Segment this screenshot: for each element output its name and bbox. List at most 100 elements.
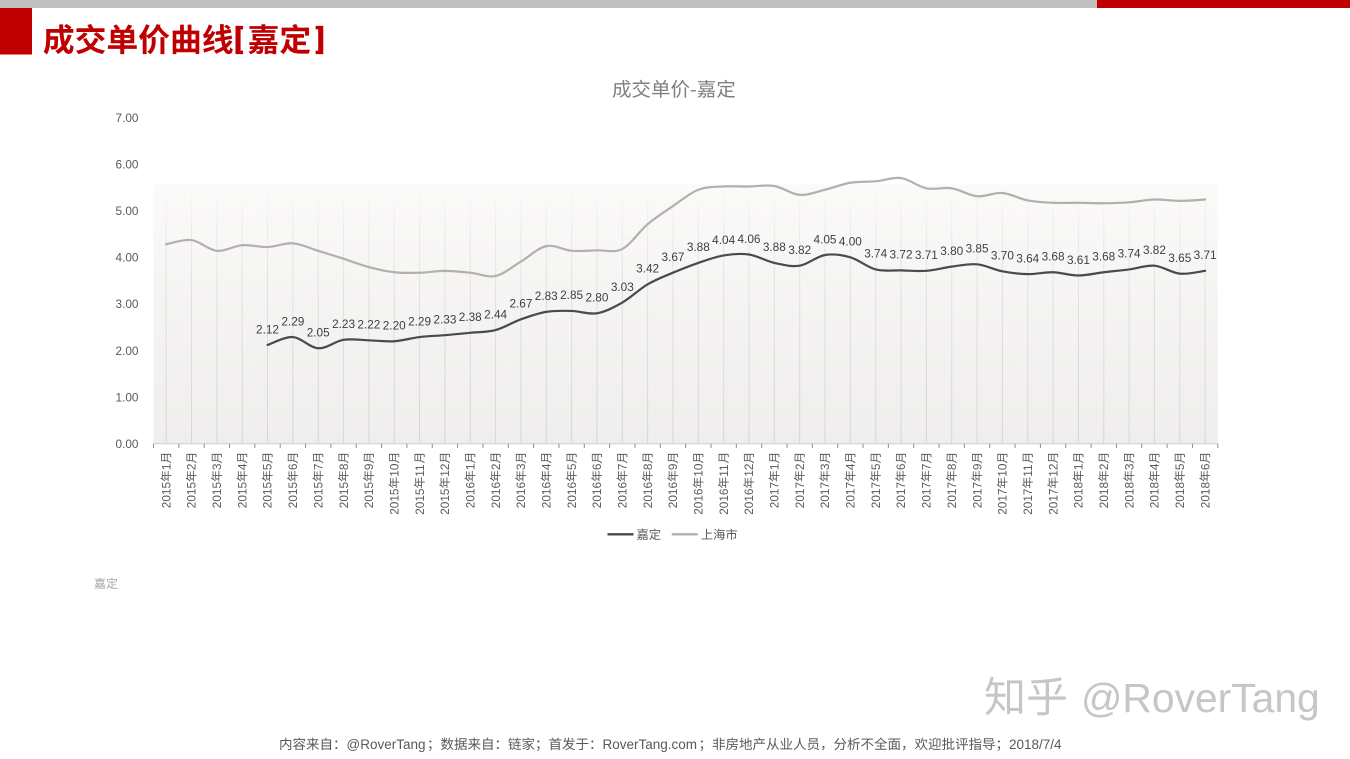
svg-text:2016: 2016 <box>717 488 731 515</box>
svg-text:12: 12 <box>1046 464 1060 477</box>
svg-text:2018: 2018 <box>1148 482 1162 509</box>
svg-text:2018: 2018 <box>1072 482 1086 509</box>
svg-text:2017: 2017 <box>1021 489 1035 515</box>
svg-text:2018: 2018 <box>1198 482 1212 509</box>
svg-text:2017: 2017 <box>970 482 984 508</box>
svg-text:3: 3 <box>514 463 528 470</box>
svg-text:@RoverTang: @RoverTang <box>1081 675 1320 721</box>
svg-text:2017: 2017 <box>996 489 1010 515</box>
svg-text:3.72: 3.72 <box>890 248 913 262</box>
svg-text:2.33: 2.33 <box>433 312 456 326</box>
svg-text:11: 11 <box>413 464 427 476</box>
svg-text:2015: 2015 <box>387 488 401 515</box>
svg-text:9: 9 <box>666 464 680 471</box>
svg-text:2.29: 2.29 <box>408 314 431 328</box>
svg-text:2015: 2015 <box>438 488 452 515</box>
svg-text:2017: 2017 <box>768 482 782 508</box>
svg-text:2: 2 <box>489 464 503 471</box>
svg-text:3.65: 3.65 <box>1168 251 1191 265</box>
svg-text:3.82: 3.82 <box>1143 243 1166 257</box>
svg-text:2015: 2015 <box>286 482 300 509</box>
svg-text:2015: 2015 <box>210 482 224 509</box>
svg-text:2016: 2016 <box>616 482 630 509</box>
svg-text:6: 6 <box>1198 463 1212 470</box>
svg-text:4.00: 4.00 <box>839 235 862 249</box>
svg-text:2: 2 <box>1097 464 1111 471</box>
svg-text:7: 7 <box>616 464 630 471</box>
svg-text:2015: 2015 <box>337 482 351 509</box>
svg-text:5.00: 5.00 <box>116 204 139 218</box>
svg-text:2018: 2018 <box>1097 482 1111 509</box>
svg-text:3.67: 3.67 <box>661 250 684 264</box>
svg-text:7: 7 <box>311 464 325 471</box>
svg-text:12: 12 <box>438 464 452 477</box>
svg-text:4: 4 <box>844 463 858 470</box>
svg-text:2.20: 2.20 <box>383 319 406 333</box>
svg-text:@RoverTang: @RoverTang <box>347 737 426 752</box>
svg-text:4.04: 4.04 <box>712 233 735 247</box>
svg-text:2.44: 2.44 <box>484 307 507 321</box>
svg-text:2016: 2016 <box>514 482 528 509</box>
svg-text:2018: 2018 <box>1173 482 1187 509</box>
svg-text:2017: 2017 <box>920 482 934 508</box>
svg-text:2.05: 2.05 <box>307 326 330 340</box>
svg-text:10: 10 <box>996 463 1010 477</box>
svg-text:3: 3 <box>210 463 224 470</box>
svg-text:10: 10 <box>387 463 401 477</box>
svg-text:2018: 2018 <box>1122 482 1136 509</box>
svg-text:2017: 2017 <box>844 482 858 508</box>
svg-text:8: 8 <box>641 463 655 470</box>
svg-text:2016: 2016 <box>641 482 655 509</box>
svg-text:2.22: 2.22 <box>357 318 380 332</box>
svg-text:2015: 2015 <box>235 482 249 509</box>
svg-text:2015: 2015 <box>362 482 376 509</box>
svg-text:1: 1 <box>1072 464 1086 471</box>
svg-text:4.00: 4.00 <box>116 251 139 265</box>
svg-text:5: 5 <box>869 463 883 470</box>
svg-text:3.85: 3.85 <box>966 242 989 256</box>
svg-text:RoverTang.com: RoverTang.com <box>602 737 697 752</box>
svg-text:2.67: 2.67 <box>509 297 532 311</box>
svg-text:3.74: 3.74 <box>864 247 887 261</box>
svg-text:1: 1 <box>159 464 173 471</box>
svg-text:1.00: 1.00 <box>116 390 139 404</box>
svg-text:4: 4 <box>235 463 249 470</box>
svg-text:5: 5 <box>1173 463 1187 470</box>
svg-text:2016: 2016 <box>742 488 756 515</box>
svg-text:2016: 2016 <box>692 488 706 515</box>
svg-text:2016: 2016 <box>539 482 553 509</box>
svg-text:2015: 2015 <box>311 482 325 509</box>
svg-text:2015: 2015 <box>159 482 173 509</box>
svg-text:2.80: 2.80 <box>585 291 608 305</box>
svg-text:2017: 2017 <box>894 482 908 508</box>
svg-text:0.00: 0.00 <box>116 437 139 451</box>
svg-text:2017: 2017 <box>945 482 959 508</box>
svg-text:2: 2 <box>185 464 199 471</box>
svg-text:2016: 2016 <box>666 482 680 509</box>
svg-text:3: 3 <box>818 463 832 470</box>
svg-text:12: 12 <box>742 464 756 477</box>
svg-text:2.12: 2.12 <box>256 322 279 336</box>
svg-text:2015: 2015 <box>185 482 199 509</box>
svg-text:8: 8 <box>337 463 351 470</box>
svg-text:11: 11 <box>717 464 731 476</box>
svg-text:3.80: 3.80 <box>940 244 963 258</box>
svg-text:5: 5 <box>565 463 579 470</box>
svg-text:2.85: 2.85 <box>560 288 583 302</box>
svg-text:4: 4 <box>1148 463 1162 470</box>
svg-text:3.68: 3.68 <box>1092 250 1115 264</box>
svg-text:2016: 2016 <box>463 482 477 509</box>
svg-text:2016: 2016 <box>489 482 503 509</box>
svg-text:3.70: 3.70 <box>991 249 1014 263</box>
svg-text:2017: 2017 <box>818 482 832 508</box>
svg-text:2.00: 2.00 <box>116 344 139 358</box>
svg-text:4: 4 <box>539 463 553 470</box>
svg-text:3.71: 3.71 <box>1194 248 1217 262</box>
svg-text:3.74: 3.74 <box>1118 247 1141 261</box>
svg-text:7.00: 7.00 <box>116 111 139 125</box>
svg-text:3.03: 3.03 <box>611 280 634 294</box>
svg-text:6: 6 <box>894 463 908 470</box>
svg-text:3.88: 3.88 <box>687 240 710 254</box>
svg-text:10: 10 <box>692 463 706 477</box>
svg-text:2.38: 2.38 <box>459 310 482 324</box>
